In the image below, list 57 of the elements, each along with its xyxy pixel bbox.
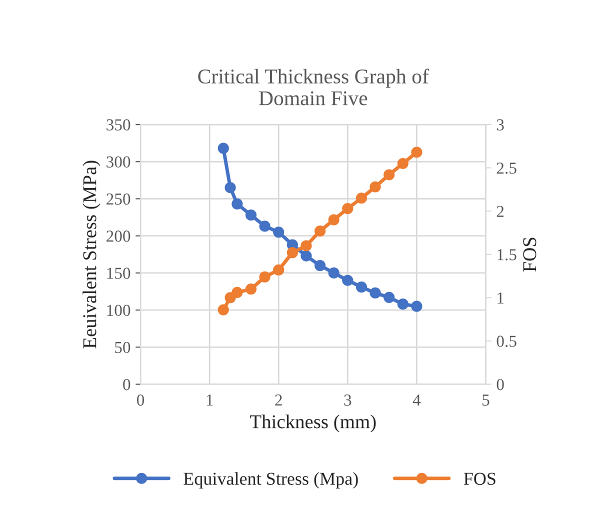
point <box>356 281 368 293</box>
y2-tick-label: 2.5 <box>496 162 516 174</box>
y-tick-label: 300 <box>106 156 130 168</box>
point <box>273 264 284 276</box>
point <box>224 182 236 194</box>
x-tick-label: 5 <box>482 394 490 406</box>
y-tick-label: 100 <box>107 304 130 316</box>
point <box>259 220 270 232</box>
y-tick-label: 350 <box>106 119 130 130</box>
point <box>384 292 395 303</box>
x-tick-label: 1 <box>206 394 213 406</box>
legend-label: Equivalent Stress (Mpa) <box>184 472 358 489</box>
point <box>397 158 408 170</box>
point <box>356 192 368 204</box>
point <box>259 271 270 282</box>
point <box>218 304 229 316</box>
x-tick-label: 0 <box>137 394 144 406</box>
y-tick-label: 0 <box>123 378 130 390</box>
point <box>342 274 354 286</box>
y-tick-label: 250 <box>106 193 130 205</box>
point <box>411 300 422 312</box>
y-tick-label: 150 <box>107 268 130 279</box>
x-tick-label: 2 <box>275 394 282 406</box>
point <box>384 169 395 180</box>
point <box>342 202 354 214</box>
point <box>273 226 284 238</box>
point <box>232 286 243 298</box>
point <box>328 267 340 279</box>
point <box>411 146 422 158</box>
x-tick-label: 3 <box>344 394 352 406</box>
y-tick-label: 200 <box>106 230 130 242</box>
point <box>286 247 298 258</box>
y-axis-title: Eeuivalent Stress (MPa) <box>82 160 100 348</box>
y2-tick-label: 3 <box>496 119 504 130</box>
y2-tick-label: 1 <box>498 292 504 304</box>
point <box>245 210 257 221</box>
point <box>370 181 381 192</box>
y-tick-label: 50 <box>115 342 130 354</box>
point <box>245 283 257 295</box>
point <box>232 198 243 210</box>
point <box>397 298 408 310</box>
y2-tick-label: 1.5 <box>498 249 516 260</box>
chart-title: Critical Thickness Graph of Domain Five <box>198 68 429 106</box>
point <box>370 287 381 299</box>
point <box>218 142 229 154</box>
legend-label: FOS <box>464 472 496 485</box>
y2-tick-label: 0.5 <box>496 336 516 347</box>
point <box>300 240 312 252</box>
point <box>314 260 326 272</box>
x-axis-title: Thickness (mm) <box>250 414 376 432</box>
y2-axis-title: FOS <box>523 238 536 272</box>
point <box>300 250 312 262</box>
point <box>314 225 326 237</box>
y2-tick-label: 0 <box>496 378 504 390</box>
point <box>328 214 340 226</box>
y2-tick-label: 2 <box>496 206 504 217</box>
x-tick-label: 4 <box>412 394 421 406</box>
